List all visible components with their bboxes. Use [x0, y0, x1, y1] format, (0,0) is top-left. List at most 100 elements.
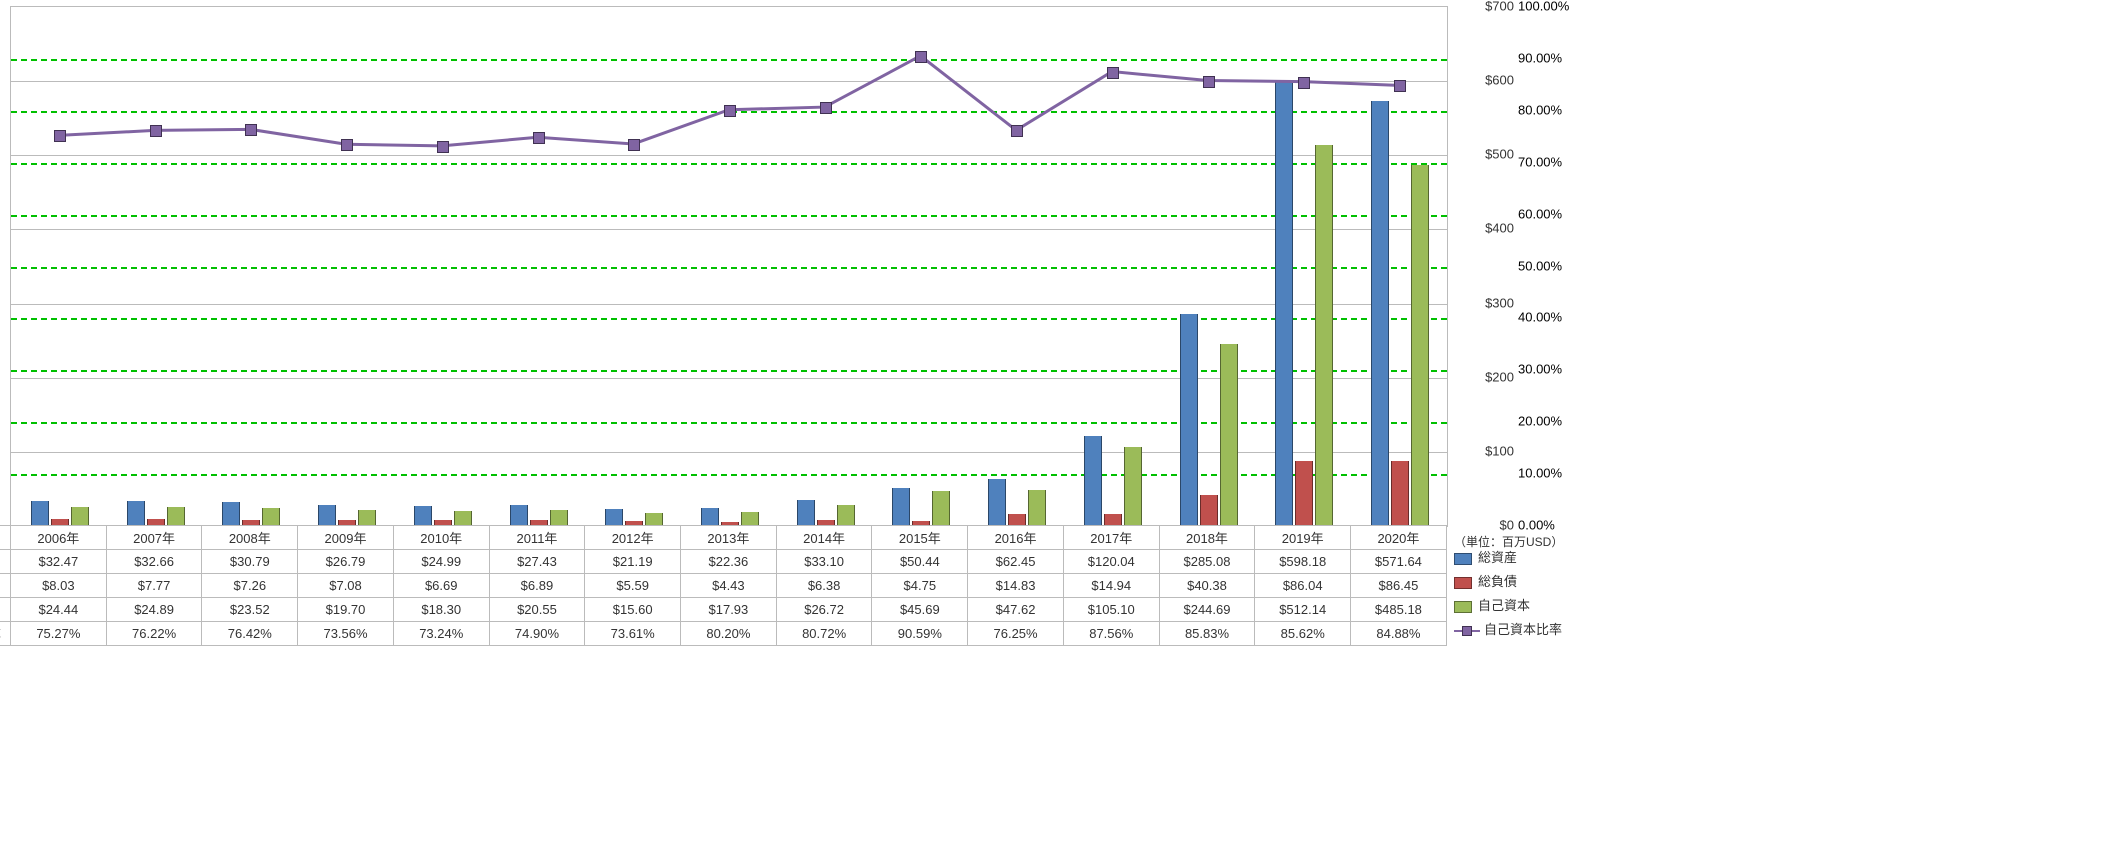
table-cell-value: $6.69 — [393, 574, 489, 598]
table-cell-value: $6.89 — [489, 574, 585, 598]
table-cell-value: $26.79 — [298, 550, 394, 574]
table-cell-value: $32.47 — [11, 550, 107, 574]
line-marker — [54, 130, 66, 142]
table-cell-value: 74.90% — [489, 622, 585, 646]
chart-plot-area — [10, 6, 1448, 527]
table-cell-value: $19.70 — [298, 598, 394, 622]
legend-label: 総資産 — [1478, 550, 1517, 565]
table-cell-value: $30.79 — [202, 550, 298, 574]
axis-right-tick: 100.00% — [1518, 0, 1598, 14]
table-cell-value: $23.52 — [202, 598, 298, 622]
table-row: 総負債$8.03$7.77$7.26$7.08$6.69$6.89$5.59$4… — [0, 574, 1446, 598]
table-cell-category: 2020年 — [1351, 526, 1447, 550]
table-cell-value: 73.61% — [585, 622, 681, 646]
table-cell-category: 2016年 — [968, 526, 1064, 550]
line-marker — [1107, 67, 1119, 79]
axis-left-tick: $100 — [1454, 443, 1514, 458]
axis-right-tick: 70.00% — [1518, 154, 1598, 169]
line-series — [11, 7, 1447, 526]
table-cell-value: $32.66 — [106, 550, 202, 574]
table-cell-value: $24.99 — [393, 550, 489, 574]
table-cell-value: $5.59 — [585, 574, 681, 598]
line-marker — [1394, 80, 1406, 92]
line-marker — [341, 139, 353, 151]
table-cell-value: $47.62 — [968, 598, 1064, 622]
table-cell-category: 2014年 — [776, 526, 872, 550]
table-cell-value: $105.10 — [1063, 598, 1159, 622]
line-marker — [437, 141, 449, 153]
table-cell-value: $33.10 — [776, 550, 872, 574]
table-cell-value: 75.27% — [11, 622, 107, 646]
legend-item-s1: 総資産 — [1454, 547, 1517, 566]
table-cell-value: 76.42% — [202, 622, 298, 646]
legend-item-s2: 総負債 — [1454, 571, 1517, 590]
table-cell-value: 87.56% — [1063, 622, 1159, 646]
table-cell-category: 2018年 — [1159, 526, 1255, 550]
table-cell-value: 80.72% — [776, 622, 872, 646]
axis-right-tick: 80.00% — [1518, 102, 1598, 117]
table-cell-value: $14.94 — [1063, 574, 1159, 598]
axis-left-tick: $300 — [1454, 295, 1514, 310]
table-row: 自己資本$24.44$24.89$23.52$19.70$18.30$20.55… — [0, 598, 1446, 622]
line-marker — [915, 51, 927, 63]
table-cell-value: $17.93 — [681, 598, 777, 622]
table-cell-category: 2017年 — [1063, 526, 1159, 550]
axis-left-tick: $700 — [1454, 0, 1514, 14]
table-cell-value: $244.69 — [1159, 598, 1255, 622]
legend-item-s3: 自己資本 — [1454, 595, 1530, 614]
table-cell-category: 2012年 — [585, 526, 681, 550]
axis-right-tick: 0.00% — [1518, 518, 1598, 533]
axis-right-tick: 50.00% — [1518, 258, 1598, 273]
data-table: 2006年2007年2008年2009年2010年2011年2012年2013年… — [0, 525, 1447, 646]
table-cell-value: $24.44 — [11, 598, 107, 622]
table-cell-value: 90.59% — [872, 622, 968, 646]
table-cell-value: $21.19 — [585, 550, 681, 574]
table-cell-value: $26.72 — [776, 598, 872, 622]
axis-right-tick: 20.00% — [1518, 414, 1598, 429]
table-cell-value: $24.89 — [106, 598, 202, 622]
table-cell-value: 85.83% — [1159, 622, 1255, 646]
axis-right-tick: 10.00% — [1518, 466, 1598, 481]
series-name: 自己資本比率 — [0, 627, 1, 642]
axis-right-tick: 90.00% — [1518, 50, 1598, 65]
table-cell-value: $62.45 — [968, 550, 1064, 574]
table-cell-value: 85.62% — [1255, 622, 1351, 646]
table-label-s2: 総負債 — [0, 574, 11, 598]
axis-right-tick: 30.00% — [1518, 362, 1598, 377]
line-marker — [150, 125, 162, 137]
legend-label: 自己資本 — [1478, 598, 1530, 613]
table-cell-value: 73.56% — [298, 622, 394, 646]
axis-left-tick: $500 — [1454, 147, 1514, 162]
table-cell-category: 2015年 — [872, 526, 968, 550]
table-cell-value: 73.24% — [393, 622, 489, 646]
legend-item-s4: 自己資本比率 — [1454, 619, 1562, 638]
table-row: 自己資本比率75.27%76.22%76.42%73.56%73.24%74.9… — [0, 622, 1446, 646]
table-cell-value: $120.04 — [1063, 550, 1159, 574]
table-cell-category: 2010年 — [393, 526, 489, 550]
table-cell-category: 2007年 — [106, 526, 202, 550]
table-cell-value: $7.08 — [298, 574, 394, 598]
table-cell-value: $6.38 — [776, 574, 872, 598]
axis-right-tick: 60.00% — [1518, 206, 1598, 221]
table-cell-value: $45.69 — [872, 598, 968, 622]
table-cell-value: $512.14 — [1255, 598, 1351, 622]
table-cell-category: 2008年 — [202, 526, 298, 550]
line-marker — [245, 124, 257, 136]
table-label-s1: 総資産 — [0, 550, 11, 574]
axis-left-tick: $200 — [1454, 369, 1514, 384]
table-cell-value: $14.83 — [968, 574, 1064, 598]
table-cell-value: $4.43 — [681, 574, 777, 598]
table-cell-value: $22.36 — [681, 550, 777, 574]
table-cell-value: $285.08 — [1159, 550, 1255, 574]
table-label-s4: 自己資本比率 — [0, 622, 11, 646]
table-cell-category: 2009年 — [298, 526, 394, 550]
table-cell-value: $7.77 — [106, 574, 202, 598]
table-cell-value: 76.25% — [968, 622, 1064, 646]
table-cell-value: $50.44 — [872, 550, 968, 574]
table-cell-value: $15.60 — [585, 598, 681, 622]
table-cell-value: $8.03 — [11, 574, 107, 598]
table-label-s3: 自己資本 — [0, 598, 11, 622]
table-cell-value: $20.55 — [489, 598, 585, 622]
table-cell-value: 80.20% — [681, 622, 777, 646]
table-row: 2006年2007年2008年2009年2010年2011年2012年2013年… — [0, 526, 1446, 550]
